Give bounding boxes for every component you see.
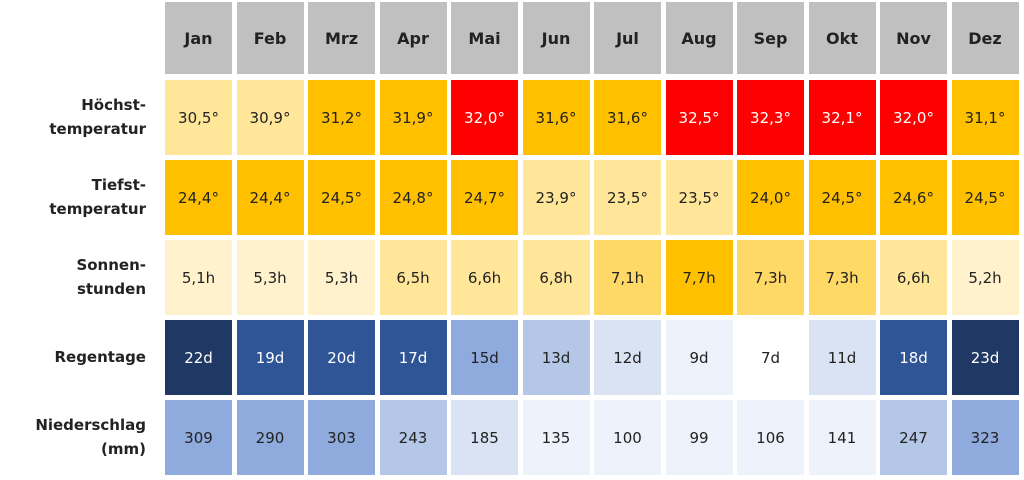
row-label: Tiefst- temperatur bbox=[49, 176, 146, 218]
data-cell: 24,4° bbox=[236, 160, 304, 235]
data-cell: 323 bbox=[951, 400, 1019, 475]
data-cell: 32,3° bbox=[737, 80, 804, 155]
data-cell: 31,1° bbox=[951, 80, 1019, 155]
data-cell: 12d bbox=[594, 320, 661, 395]
data-cell: 5,3h bbox=[236, 240, 304, 315]
month-header: Jul bbox=[594, 2, 661, 74]
data-cell: 30,9° bbox=[236, 80, 304, 155]
data-cell: 32,5° bbox=[665, 80, 733, 155]
data-cell: 17d bbox=[379, 320, 447, 395]
data-cell: 247 bbox=[880, 400, 947, 475]
data-cell: 24,7° bbox=[451, 160, 518, 235]
month-header: Okt bbox=[808, 2, 876, 74]
month-header: Sep bbox=[737, 2, 804, 74]
row-label: Sonnen- stunden bbox=[76, 256, 146, 298]
data-cell: 32,0° bbox=[451, 80, 518, 155]
data-cell: 6,6h bbox=[451, 240, 518, 315]
data-cell: 290 bbox=[236, 400, 304, 475]
data-cell: 99 bbox=[665, 400, 733, 475]
month-header: Jun bbox=[522, 2, 590, 74]
data-cell: 31,9° bbox=[379, 80, 447, 155]
data-cell: 9d bbox=[665, 320, 733, 395]
data-cell: 5,3h bbox=[308, 240, 375, 315]
data-cell: 18d bbox=[880, 320, 947, 395]
data-cell: 7d bbox=[737, 320, 804, 395]
data-cell: 6,5h bbox=[379, 240, 447, 315]
data-cell: 20d bbox=[308, 320, 375, 395]
month-header: Dez bbox=[951, 2, 1019, 74]
data-cell: 15d bbox=[451, 320, 518, 395]
month-header: Jan bbox=[165, 2, 232, 74]
row-label: Höchst- temperatur bbox=[49, 96, 146, 138]
data-cell: 23d bbox=[951, 320, 1019, 395]
month-header: Apr bbox=[379, 2, 447, 74]
data-cell: 13d bbox=[522, 320, 590, 395]
data-cell: 31,6° bbox=[522, 80, 590, 155]
month-header: Aug bbox=[665, 2, 733, 74]
data-cell: 31,6° bbox=[594, 80, 661, 155]
data-cell: 303 bbox=[308, 400, 375, 475]
month-header: Feb bbox=[236, 2, 304, 74]
row-label: Regentage bbox=[54, 347, 146, 366]
month-header: Nov bbox=[880, 2, 947, 74]
data-cell: 30,5° bbox=[165, 80, 232, 155]
data-cell: 11d bbox=[808, 320, 876, 395]
data-cell: 5,2h bbox=[951, 240, 1019, 315]
data-cell: 31,2° bbox=[308, 80, 375, 155]
data-cell: 6,8h bbox=[522, 240, 590, 315]
data-cell: 5,1h bbox=[165, 240, 232, 315]
data-cell: 24,4° bbox=[165, 160, 232, 235]
data-cell: 7,3h bbox=[737, 240, 804, 315]
data-cell: 185 bbox=[451, 400, 518, 475]
data-cell: 309 bbox=[165, 400, 232, 475]
data-cell: 7,1h bbox=[594, 240, 661, 315]
data-cell: 135 bbox=[522, 400, 590, 475]
month-header: Mai bbox=[451, 2, 518, 74]
data-cell: 6,6h bbox=[880, 240, 947, 315]
data-cell: 7,7h bbox=[665, 240, 733, 315]
data-cell: 32,1° bbox=[808, 80, 876, 155]
row-label: Niederschlag (mm) bbox=[35, 416, 146, 458]
data-cell: 24,8° bbox=[379, 160, 447, 235]
data-cell: 23,5° bbox=[594, 160, 661, 235]
data-cell: 24,5° bbox=[308, 160, 375, 235]
data-cell: 23,9° bbox=[522, 160, 590, 235]
data-cell: 243 bbox=[379, 400, 447, 475]
data-cell: 22d bbox=[165, 320, 232, 395]
data-cell: 24,0° bbox=[737, 160, 804, 235]
data-cell: 23,5° bbox=[665, 160, 733, 235]
data-cell: 24,5° bbox=[951, 160, 1019, 235]
data-cell: 141 bbox=[808, 400, 876, 475]
month-header: Mrz bbox=[308, 2, 375, 74]
data-cell: 7,3h bbox=[808, 240, 876, 315]
data-cell: 106 bbox=[737, 400, 804, 475]
data-cell: 24,5° bbox=[808, 160, 876, 235]
data-cell: 19d bbox=[236, 320, 304, 395]
data-cell: 24,6° bbox=[880, 160, 947, 235]
data-cell: 32,0° bbox=[880, 80, 947, 155]
data-cell: 100 bbox=[594, 400, 661, 475]
